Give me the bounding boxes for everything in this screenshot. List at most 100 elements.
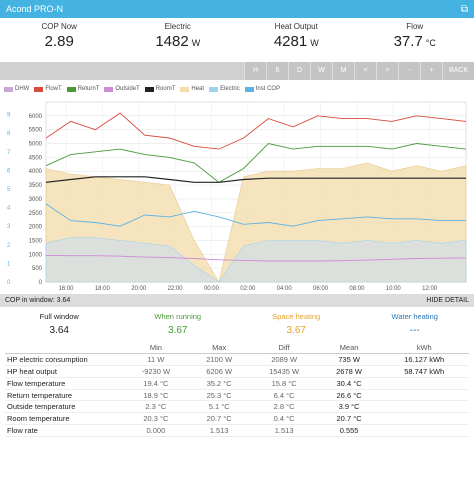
column-header: Mean	[318, 342, 380, 355]
summary-value: 3.67	[168, 325, 188, 336]
legend-swatch	[180, 86, 190, 92]
table-cell: 1.513	[249, 424, 319, 437]
y-tick-label: 2000	[29, 225, 43, 231]
y-tick-label: 5500	[29, 128, 43, 134]
toolbar-button-zoom-in[interactable]: +	[420, 62, 442, 80]
stat-flow: Flow 37.7 °C	[356, 22, 474, 56]
summary-col: Full window 3.64	[0, 312, 119, 340]
stat-label: Flow	[406, 22, 424, 31]
table-cell: 30.4 °C	[318, 377, 380, 390]
x-tick-label: 20:00	[131, 286, 147, 292]
legend-item[interactable]: DHW	[4, 86, 29, 92]
table-cell: HP electric consumption	[5, 353, 123, 367]
legend-item[interactable]: Heat	[180, 86, 204, 92]
y-tick-label: 6000	[29, 114, 43, 120]
y-right-tick-label: 6	[7, 168, 11, 174]
x-tick-label: 02:00	[240, 286, 256, 292]
external-link-icon[interactable]: ⧉	[460, 3, 468, 15]
stat-heat: Heat Output 4281 W	[237, 22, 356, 56]
stat-cop: COP Now 2.89	[0, 22, 119, 56]
stats-row: COP Now 2.89 Electric 1482 W Heat Output …	[0, 22, 474, 56]
x-tick-label: 22:00	[168, 286, 184, 292]
chart: 0500100015002000250030003500400045005000…	[7, 101, 467, 292]
table-cell	[379, 389, 469, 402]
y-right-tick-label: 7	[7, 150, 11, 156]
legend-swatch	[66, 86, 76, 92]
y-tick-label: 500	[32, 266, 43, 272]
legend-swatch	[4, 86, 13, 92]
toolbar-button-d[interactable]: D	[288, 62, 310, 80]
table-cell: 5.1 °C	[188, 400, 250, 414]
cop-summary: Full window 3.64 When running 3.67 Space hea…	[0, 312, 474, 340]
table-cell: HP heat output	[5, 365, 123, 378]
legend-label: RoomT	[155, 86, 176, 92]
table-cell: 2100 W	[188, 353, 250, 367]
legend-swatch	[104, 86, 114, 92]
cop-window-bar: COP in window: 3.64 HIDE DETAIL	[0, 294, 474, 307]
y-right-tick-label: 9	[7, 113, 11, 119]
legend-label: ReturnT	[77, 86, 100, 92]
table-cell: 2089 W	[249, 353, 319, 367]
legend-item[interactable]: FlowT	[34, 86, 62, 92]
y-right-tick-label: 1	[7, 261, 11, 267]
legend-item[interactable]: RoomT	[144, 86, 176, 92]
y-tick-label: 3500	[29, 183, 43, 189]
summary-value: 3.64	[49, 325, 69, 336]
y-tick-label: 4000	[29, 169, 43, 175]
toolbar-button-zoom-out[interactable]: -	[398, 62, 420, 80]
legend-label: DHW	[15, 86, 30, 92]
app-title: Acond PRO-N	[6, 4, 64, 14]
table-cell: 3.9 °C	[318, 400, 380, 414]
column-header: kWh	[379, 342, 469, 355]
table-cell: -9230 W	[123, 365, 189, 378]
legend-item[interactable]: ReturnT	[66, 86, 100, 92]
toolbar-button-6[interactable]: 6	[266, 62, 288, 80]
y-right-tick-label: 5	[7, 187, 11, 193]
time-toolbar: H 6 D W M < > - + BACK	[0, 62, 474, 80]
y-tick-label: 2500	[29, 211, 43, 217]
y-right-tick-label: 8	[7, 131, 11, 137]
series-outsidet	[45, 254, 467, 262]
table-row: Flow rate 0.000 1.513 1.513 0.555	[5, 424, 469, 437]
toolbar-button-m[interactable]: M	[332, 62, 354, 80]
y-right-tick-label: 2	[7, 243, 11, 249]
table-cell: 19.4 °C	[123, 377, 189, 390]
table-cell: 6.4 °C	[249, 389, 319, 402]
column-header: Max	[188, 342, 250, 355]
table-cell: 0.555	[318, 424, 380, 437]
toolbar-button-back[interactable]: BACK	[442, 62, 474, 80]
summary-label: Full window	[39, 312, 79, 321]
summary-col: Space heating 3.67	[237, 312, 356, 340]
legend-swatch	[34, 86, 44, 92]
toolbar-button-next[interactable]: >	[376, 62, 398, 80]
legend-item[interactable]: Electric	[209, 86, 240, 92]
toolbar-button-prev[interactable]: <	[354, 62, 376, 80]
y-tick-label: 3000	[29, 197, 43, 203]
stat-value: 2.89	[44, 33, 74, 50]
table-cell: 15435 W	[249, 365, 319, 378]
title-bar: Acond PRO-N ⧉	[0, 0, 474, 18]
y-right-tick-label: 4	[7, 206, 11, 212]
toolbar-button-w[interactable]: W	[310, 62, 332, 80]
x-tick-label: 00:00	[204, 286, 220, 292]
chart-legend: DHW FlowT ReturnT OutsideT RoomT Heat Electric…	[4, 84, 470, 94]
summary-col: Water heating ---	[356, 312, 474, 340]
legend-swatch	[209, 86, 219, 92]
legend-label: Heat	[191, 86, 205, 92]
table-cell: 26.6 °C	[318, 389, 380, 402]
legend-item[interactable]: Inst COP	[244, 86, 280, 92]
toolbar-button-h[interactable]: H	[244, 62, 266, 80]
y-tick-label: 4500	[29, 155, 43, 161]
table-cell	[379, 377, 469, 390]
table-cell: 0.4 °C	[249, 412, 319, 426]
legend-swatch	[244, 86, 254, 92]
table-cell	[379, 412, 469, 426]
legend-item[interactable]: OutsideT	[104, 86, 140, 92]
summary-label: Water heating	[391, 312, 438, 321]
hide-detail-button[interactable]: HIDE DETAIL	[426, 297, 469, 304]
table-cell: 20.7 °C	[318, 412, 380, 426]
table-cell: 0.000	[123, 424, 189, 437]
table-cell: 58.747 kWh	[379, 365, 469, 378]
stat-label: Heat Output	[274, 22, 318, 31]
table-cell: 15.8 °C	[249, 377, 319, 390]
